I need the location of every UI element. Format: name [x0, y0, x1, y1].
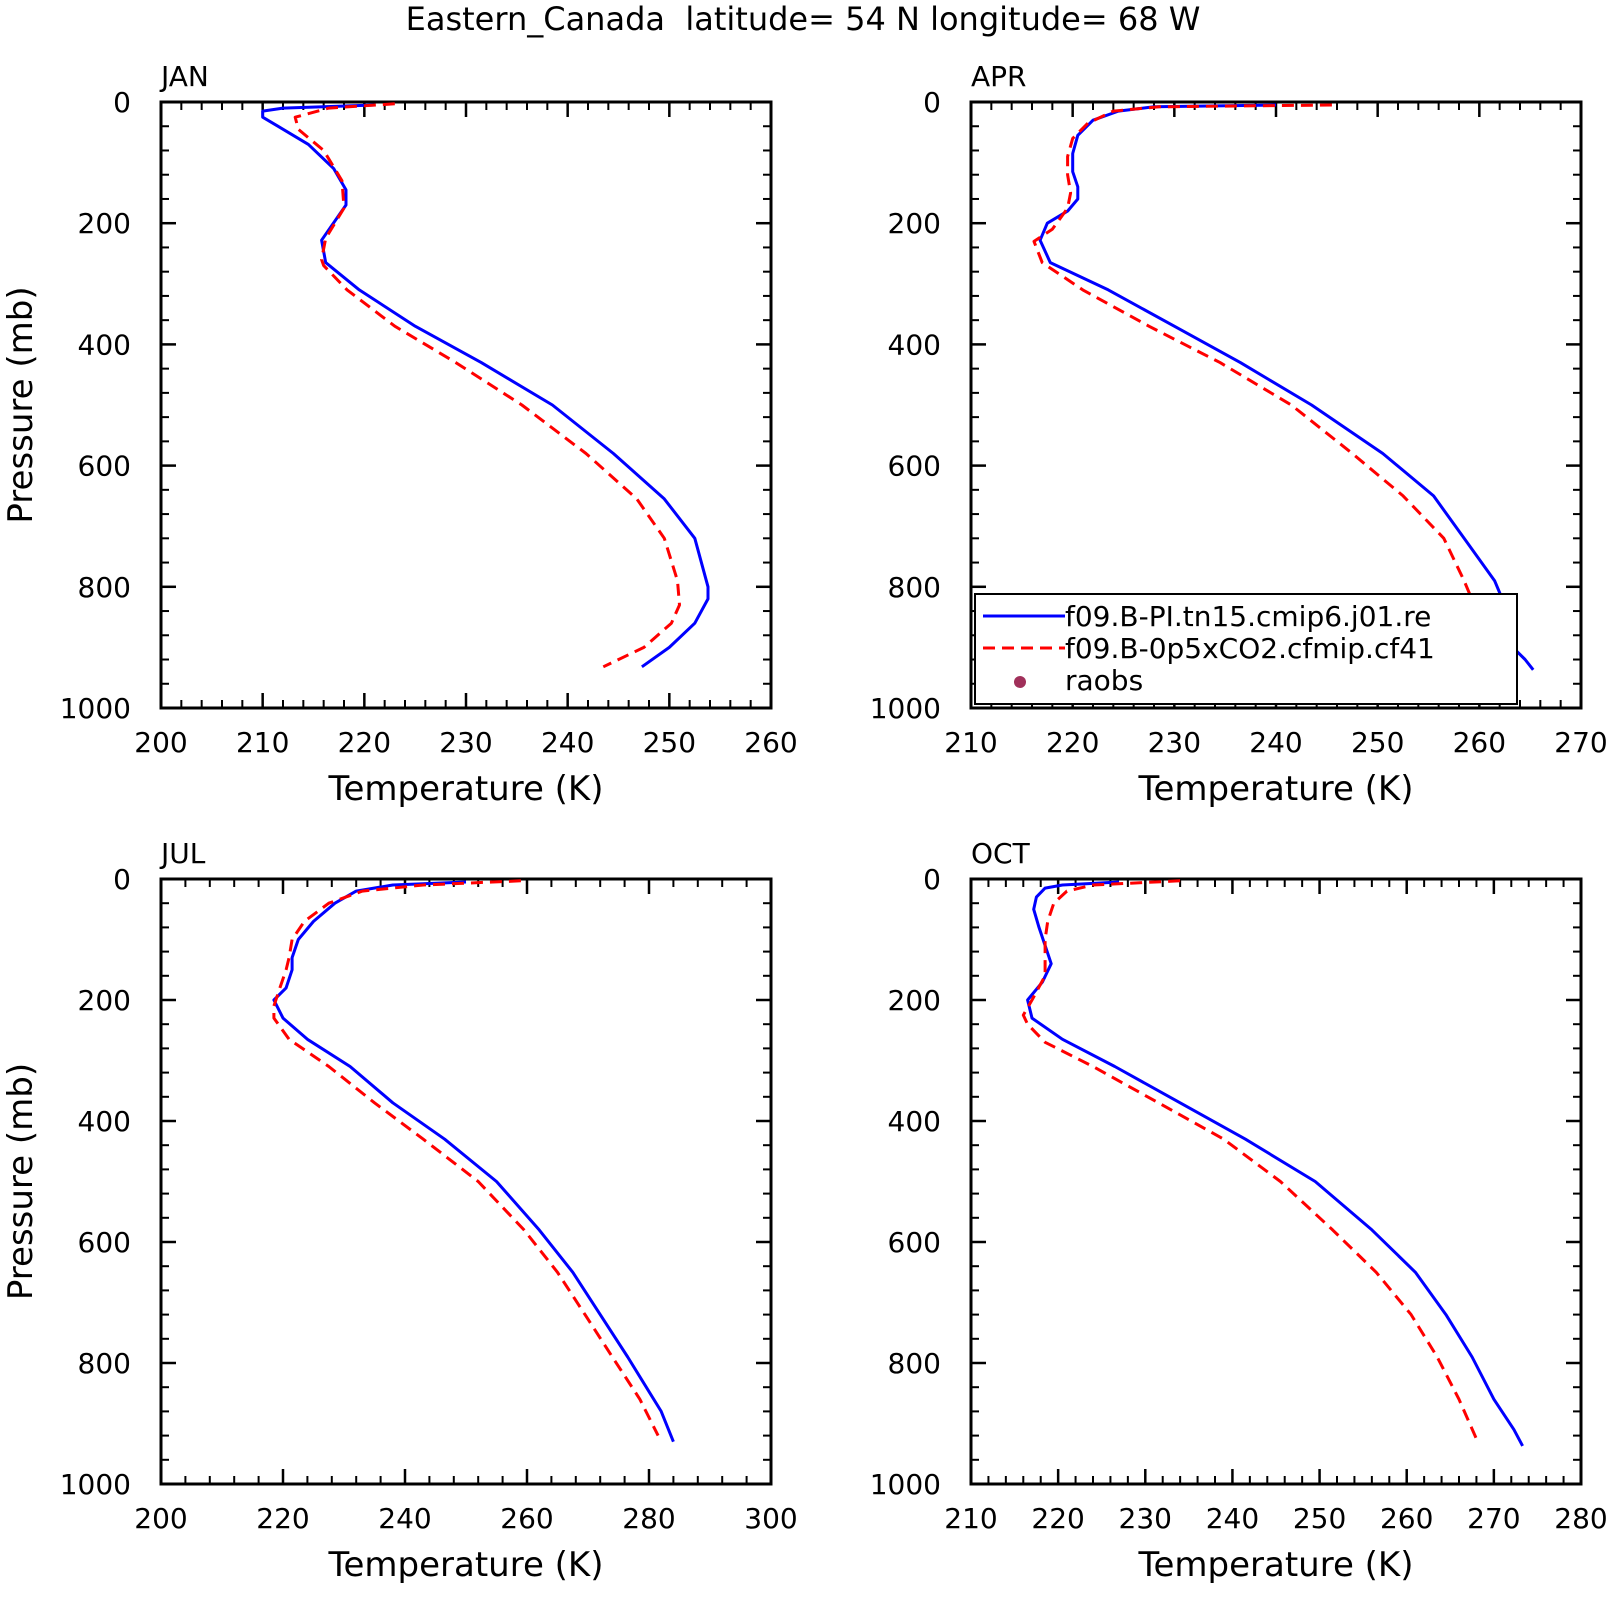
y-tick-label: 800: [888, 1347, 941, 1380]
y-tick-label: 0: [113, 86, 131, 119]
y-tick-label: 0: [923, 86, 941, 119]
y-axis-label: Pressure (mb): [1, 1063, 41, 1300]
x-tick-label: 240: [541, 726, 594, 759]
series-line-pi: [272, 880, 675, 1443]
legend-label: f09.B-0p5xCO2.cfmip.cf41: [1065, 632, 1435, 665]
series-line-0p5xco2: [1032, 103, 1491, 667]
x-axis-label: Temperature (K): [327, 769, 603, 809]
legend-item: raobs: [1014, 664, 1143, 697]
legend: f09.B-PI.tn15.cmip6.j01.ref09.B-0p5xCO2.…: [974, 593, 1518, 705]
legend-label: raobs: [1065, 664, 1143, 697]
legend-label: f09.B-PI.tn15.cmip6.j01.re: [1065, 600, 1431, 633]
plot-frame: [969, 877, 1583, 1486]
x-axis-label: Temperature (K): [1137, 769, 1413, 809]
x-tick-label: 260: [1453, 726, 1506, 759]
y-tick-label: 0: [923, 863, 941, 896]
y-tick-label: 200: [78, 207, 131, 240]
x-tick-label: 230: [439, 726, 492, 759]
y-axis-label: Pressure (mb): [1, 286, 41, 523]
x-tick-label: 240: [378, 1502, 431, 1535]
plot-frame: [159, 877, 773, 1486]
x-tick-label: 260: [1380, 1502, 1433, 1535]
y-tick-label: 200: [888, 207, 941, 240]
y-tick-label: 600: [888, 450, 941, 483]
legend-item: f09.B-0p5xCO2.cfmip.cf41: [983, 632, 1435, 665]
x-axis-label: Temperature (K): [327, 1545, 603, 1585]
figure-title: Eastern_Canada latitude= 54 N longitude=…: [406, 0, 1201, 38]
x-tick-label: 250: [1293, 1502, 1346, 1535]
y-tick-label: 400: [888, 1105, 941, 1138]
legend-box: [974, 593, 1518, 705]
panel-jan: 200 210 220 230 240 250 260 0 200 400 600 800 1000 JA…: [1, 60, 798, 809]
series-line-0p5xco2: [272, 879, 660, 1437]
x-tick-label: 250: [643, 726, 696, 759]
series-line-0p5xco2: [293, 102, 681, 669]
panel-label: JAN: [159, 60, 209, 93]
panel-jul: 200 220 240 260 280 300 0 200 400 600 800 1000 JUL Te…: [1, 837, 798, 1585]
y-tick-label: 600: [78, 1226, 131, 1259]
y-tick-label: 400: [78, 1105, 131, 1138]
y-tick-label: 200: [888, 984, 941, 1017]
y-tick-label: 400: [78, 328, 131, 361]
y-tick-label: 1000: [870, 692, 941, 725]
x-tick-label: 220: [256, 1502, 309, 1535]
x-tick-label: 280: [1554, 1502, 1606, 1535]
series-line-0p5xco2: [1021, 879, 1480, 1444]
y-tick-label: 1000: [870, 1468, 941, 1501]
x-tick-label: 230: [1148, 726, 1201, 759]
x-tick-label: 260: [744, 726, 797, 759]
panel-label: OCT: [971, 837, 1031, 870]
x-tick-label: 240: [1249, 726, 1302, 759]
y-tick-label: 400: [888, 328, 941, 361]
y-tick-label: 600: [78, 450, 131, 483]
x-tick-label: 200: [134, 1502, 187, 1535]
x-tick-label: 280: [622, 1502, 675, 1535]
x-tick-label: 220: [1031, 1502, 1084, 1535]
x-tick-label: 210: [236, 726, 289, 759]
plot-frame: [159, 100, 773, 710]
x-axis-label: Temperature (K): [1137, 1545, 1413, 1585]
panel-oct: 210 220 230 240 250 260 270 280 0 200 400 600 800 100…: [870, 837, 1606, 1585]
x-tick-label: 210: [944, 726, 997, 759]
x-tick-label: 270: [1467, 1502, 1520, 1535]
legend-item: f09.B-PI.tn15.cmip6.j01.re: [983, 600, 1431, 633]
x-tick-label: 250: [1351, 726, 1404, 759]
panel-label: JUL: [159, 837, 206, 870]
x-tick-label: 270: [1554, 726, 1606, 759]
panel-label: APR: [971, 60, 1027, 93]
x-tick-label: 220: [1046, 726, 1099, 759]
x-tick-label: 220: [338, 726, 391, 759]
y-tick-label: 200: [78, 984, 131, 1017]
series-line-pi: [1038, 103, 1535, 671]
y-tick-label: 0: [113, 863, 131, 896]
x-tick-label: 210: [944, 1502, 997, 1535]
legend-marker-dot: [1014, 676, 1026, 688]
y-tick-label: 1000: [60, 692, 131, 725]
y-tick-label: 600: [888, 1226, 941, 1259]
panels: 200 210 220 230 240 250 260 0 200 400 600 800 1000 JA…: [1, 60, 1606, 1585]
x-tick-label: 300: [744, 1502, 797, 1535]
x-tick-label: 200: [134, 726, 187, 759]
y-tick-label: 1000: [60, 1468, 131, 1501]
x-tick-label: 230: [1119, 1502, 1172, 1535]
x-tick-label: 240: [1206, 1502, 1259, 1535]
series-line-pi: [1026, 880, 1524, 1447]
y-tick-label: 800: [78, 1347, 131, 1380]
y-tick-label: 800: [78, 571, 131, 604]
x-tick-label: 260: [500, 1502, 553, 1535]
series-line-pi: [261, 103, 710, 669]
y-tick-label: 800: [888, 571, 941, 604]
